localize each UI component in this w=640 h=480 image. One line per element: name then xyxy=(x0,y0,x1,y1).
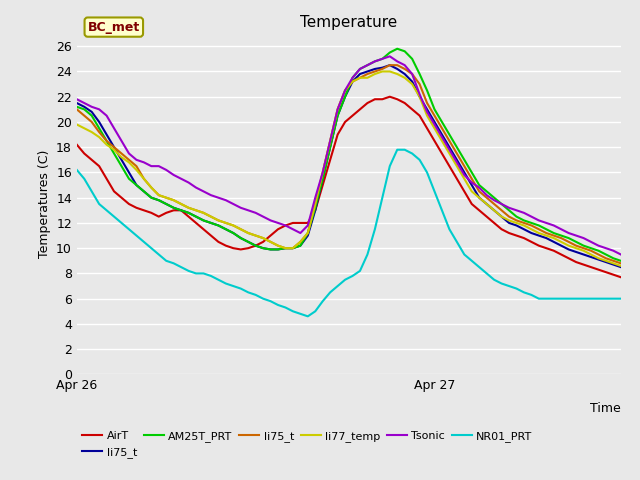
Legend: AirT, li75_t, AM25T_PRT, li75_t, li77_temp, Tsonic, NR01_PRT: AirT, li75_t, AM25T_PRT, li75_t, li77_te… xyxy=(83,431,532,457)
Text: BC_met: BC_met xyxy=(88,21,140,34)
Y-axis label: Temperatures (C): Temperatures (C) xyxy=(38,150,51,258)
Title: Temperature: Temperature xyxy=(300,15,397,30)
Text: Time: Time xyxy=(590,402,621,415)
